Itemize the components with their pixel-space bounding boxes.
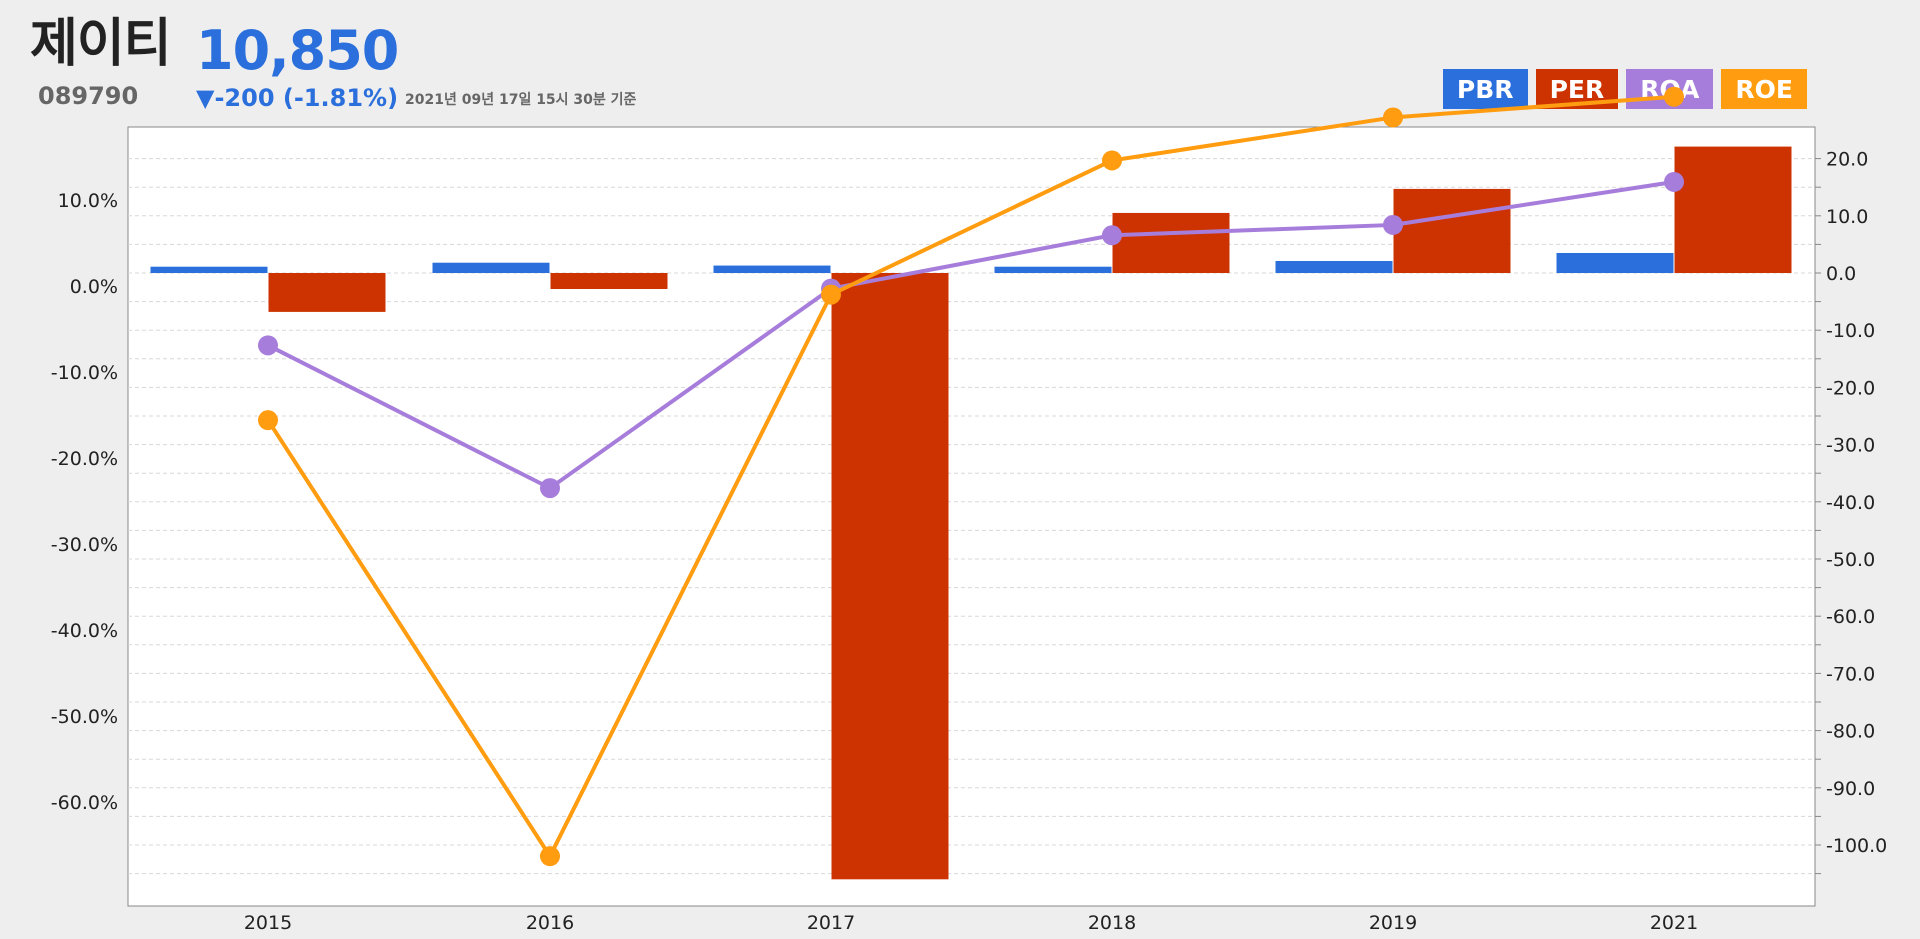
stock-price: 10,850 (196, 19, 399, 82)
y-left-tick-label: -10.0% (51, 362, 118, 384)
point-roe (1102, 150, 1122, 171)
plot-area (127, 126, 1816, 907)
y-right-tick-label: -20.0 (1826, 377, 1875, 399)
bar-pbr (994, 266, 1112, 273)
y-right-tick-label: 20.0 (1826, 149, 1868, 171)
point-roe (540, 846, 560, 867)
x-tick-label: 2019 (1369, 912, 1417, 934)
y-left-tick-label: -30.0% (51, 534, 118, 556)
x-tick-label: 2017 (807, 912, 855, 934)
x-tick-label: 2018 (1088, 912, 1136, 934)
y-right-tick-label: -90.0 (1826, 778, 1875, 800)
y-right-tick-label: 0.0 (1826, 263, 1856, 285)
y-right-tick-label: -40.0 (1826, 492, 1875, 514)
y-right-tick-label: -30.0 (1826, 435, 1875, 457)
y-left-tick-label: -20.0% (51, 448, 118, 470)
point-roe (1664, 86, 1684, 107)
line-roa (267, 179, 1675, 491)
x-tick-label: 2021 (1650, 912, 1698, 934)
point-roa (258, 335, 278, 356)
bar-per (831, 273, 949, 880)
bar-pbr (1275, 260, 1393, 273)
y-right-tick-label: 10.0 (1826, 206, 1868, 228)
y-left-tick-label: 0.0% (70, 276, 118, 298)
y-left-tick-label: -60.0% (51, 792, 118, 814)
y-left-tick-label: -40.0% (51, 620, 118, 642)
x-tick-label: 2016 (526, 912, 574, 934)
point-roa (540, 478, 560, 499)
y-left-tick-label: 10.0% (58, 190, 118, 212)
y-right-tick-label: -100.0 (1826, 835, 1887, 857)
bar-per (268, 273, 386, 312)
bar-per (1393, 188, 1511, 273)
y-right-tick-label: -60.0 (1826, 606, 1875, 628)
bar-pbr (432, 262, 550, 273)
point-roa (1664, 171, 1684, 192)
bar-pbr (150, 266, 268, 273)
y-right-tick-label: -80.0 (1826, 721, 1875, 743)
bar-pbr (1556, 252, 1674, 273)
y-left-tick-label: -50.0% (51, 706, 118, 728)
point-roe (821, 284, 841, 305)
point-roe (258, 410, 278, 431)
legend-roe[interactable]: ROE (1721, 69, 1807, 109)
bar-per (550, 273, 668, 290)
bar-per (1112, 212, 1230, 273)
point-roa (1383, 214, 1403, 235)
y-right-tick-label: -70.0 (1826, 663, 1875, 685)
bar-per (1674, 146, 1792, 273)
timestamp: 2021년 09년 17일 15시 30분 기준 (405, 92, 637, 108)
legend-pbr[interactable]: PBR (1442, 69, 1528, 109)
y-right-tick-label: -50.0 (1826, 549, 1875, 571)
stock-code: 089790 (38, 82, 139, 110)
point-roe (1383, 107, 1403, 128)
y-right-tick-label: -10.0 (1826, 320, 1875, 342)
company-name: 제이티 (30, 14, 172, 74)
line-roe (266, 94, 1675, 861)
point-roa (1102, 225, 1122, 246)
price-change: ▼-200 (-1.81%) (196, 84, 399, 112)
x-tick-label: 2015 (244, 912, 292, 934)
bar-pbr (713, 265, 831, 273)
